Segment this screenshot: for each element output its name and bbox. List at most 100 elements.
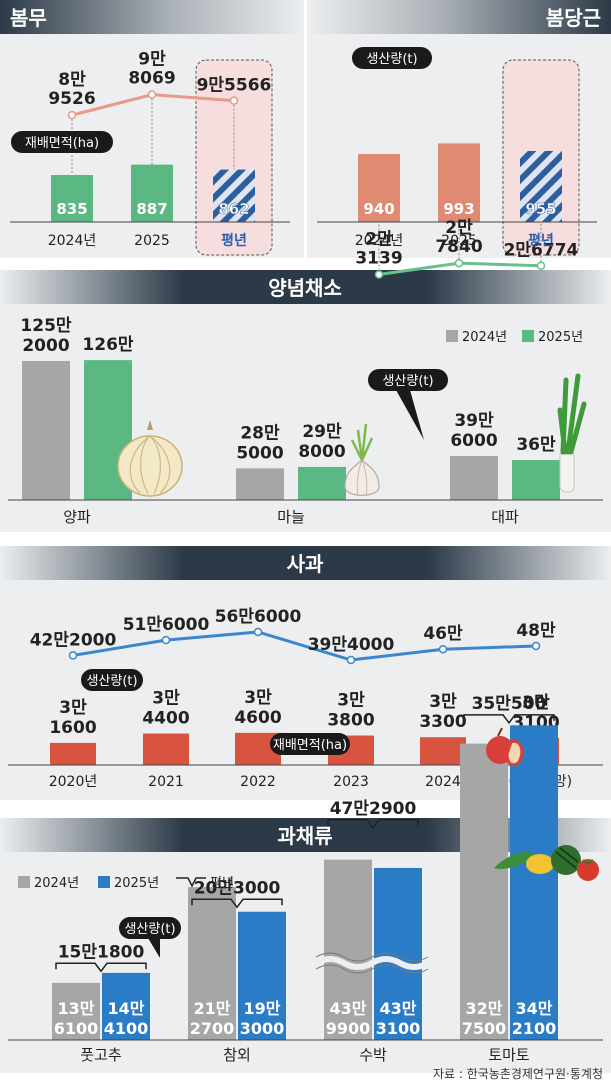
bar-value-label: 126만 <box>82 335 133 355</box>
title-seasoning: 양념채소 <box>268 276 342 300</box>
x-tick-label: 마늘 <box>277 508 305 526</box>
legend-swatch-avg <box>176 877 206 888</box>
header-bar-left <box>0 0 304 34</box>
bar-value-label: 125만 2000 <box>20 316 71 356</box>
bar-value-label: 21만 2700 <box>190 999 235 1038</box>
avg-bracket <box>55 962 147 973</box>
series-tag-bg <box>11 131 113 153</box>
bar <box>324 859 372 1040</box>
bar <box>420 737 466 765</box>
x-tick-label: 2024 <box>425 774 461 790</box>
header-bar-seasoning <box>0 270 611 304</box>
avg-value-label: 35만500 <box>472 694 547 714</box>
bar-value-label: 36만 <box>516 435 556 455</box>
series-tag-text: 재배면적(ha) <box>25 136 99 151</box>
green-onion-icon <box>557 373 587 493</box>
bar <box>50 742 96 765</box>
series-tag-area-text: 재배면적(ha) <box>273 738 347 753</box>
x-tick-label: 풋고추 <box>80 1046 121 1064</box>
x-tick-label: 토마토 <box>488 1046 530 1064</box>
title-spring-cabbage: 봄당근 <box>546 6 601 30</box>
avg-bracket <box>463 714 555 725</box>
bar <box>22 361 70 500</box>
onion-icon <box>117 420 183 497</box>
series-tag-pointer <box>148 938 160 958</box>
bar-value-label: 940 <box>363 200 394 218</box>
legend-swatch-2024 <box>446 330 458 342</box>
bar-value-label: 43만 9900 <box>326 999 371 1038</box>
bar <box>374 867 422 1040</box>
bar <box>450 456 498 500</box>
x-tick-label: 2024년 <box>355 233 404 249</box>
legend-label-2025: 2025년 <box>114 876 159 891</box>
series-tag: 생산량(t) <box>119 917 181 939</box>
avg-bracket <box>327 819 419 830</box>
series-tag: 생산량(t) <box>352 47 432 69</box>
bar-value-label: 955 <box>525 200 556 218</box>
bar-value-label: 3만 1600 <box>49 698 96 738</box>
bar-value-label: 887 <box>136 200 167 218</box>
x-tick-label: 참외 <box>223 1046 251 1064</box>
bar-value-label: 993 <box>443 200 474 218</box>
line-point <box>374 270 384 279</box>
line-point <box>536 261 546 270</box>
line-point <box>346 655 356 665</box>
series-tag-production-bg <box>81 669 143 691</box>
series-tag-bg <box>119 917 181 939</box>
series-tag-production: 생산량(t) <box>81 669 143 691</box>
bar-value-label: 32만 7500 <box>462 999 507 1038</box>
x-tick-label: 2025 <box>134 233 170 249</box>
bar <box>143 733 189 765</box>
bar <box>512 460 560 500</box>
line-point <box>161 635 171 645</box>
title-fruit-veg: 과채류 <box>277 824 332 848</box>
line-value-label: 56만6000 <box>215 607 302 627</box>
bar <box>298 466 346 500</box>
series-tag: 생산량(t) <box>368 369 448 391</box>
line-value-label: 9만5566 <box>197 76 272 96</box>
line-value-label: 48만 <box>516 621 556 641</box>
series-tag: 재배면적(ha) <box>11 131 113 153</box>
chart-spring-radish: 835 887 862 8만 9526 9만 8069 9만5566 2024년 2025 평년 재배… <box>10 50 290 256</box>
legend-swatch-2024 <box>18 876 30 888</box>
line-value-label: 39만4000 <box>308 635 395 655</box>
line-point <box>531 641 541 651</box>
bar-value-label: 39만 6000 <box>450 411 497 451</box>
bar <box>131 164 173 222</box>
x-tick-label: 2020년 <box>49 774 98 790</box>
series-tag-text: 생산량(t) <box>382 374 433 389</box>
bar-value-label: 28만 5000 <box>236 423 283 463</box>
axis-break-wave-bottom <box>315 964 429 974</box>
series-tag-area: 재배면적(ha) <box>270 733 350 755</box>
title-apple: 사과 <box>287 552 324 576</box>
bar <box>510 725 558 1040</box>
avg-value-label: 20만3000 <box>194 878 281 898</box>
legend-swatch-2025 <box>522 330 534 342</box>
bar <box>460 743 508 1040</box>
line-value-label: 8만 9526 <box>48 70 95 109</box>
line-value-label: 9만 8069 <box>128 50 175 89</box>
bar <box>236 468 284 500</box>
series-tag-area-bg <box>270 733 350 755</box>
x-tick-label: 2021 <box>148 774 184 790</box>
x-tick-label: 2024년 <box>48 233 97 249</box>
bar <box>51 175 93 222</box>
axis-break-wave <box>314 956 430 970</box>
bar <box>52 982 100 1040</box>
bar-value-label: 19만 3000 <box>240 999 285 1038</box>
series-tag-text: 생산량(t) <box>124 922 175 937</box>
bar-value-label: 14만 4100 <box>104 999 149 1038</box>
x-tick-label: 대파 <box>491 508 519 526</box>
x-tick-label: 양파 <box>63 508 91 526</box>
line-point <box>229 96 239 105</box>
source-note: 자료 : 한국농촌경제연구원·통계청 <box>433 1067 603 1081</box>
bar-value-label: 13만 6100 <box>54 999 99 1038</box>
garlic-icon <box>344 423 380 497</box>
bar-value-label: 3만 3300 <box>419 692 466 732</box>
series-tag-bg <box>352 47 432 69</box>
x-tick-label: 2025 <box>441 233 477 249</box>
bar-value-label: 3만 4400 <box>142 689 189 729</box>
